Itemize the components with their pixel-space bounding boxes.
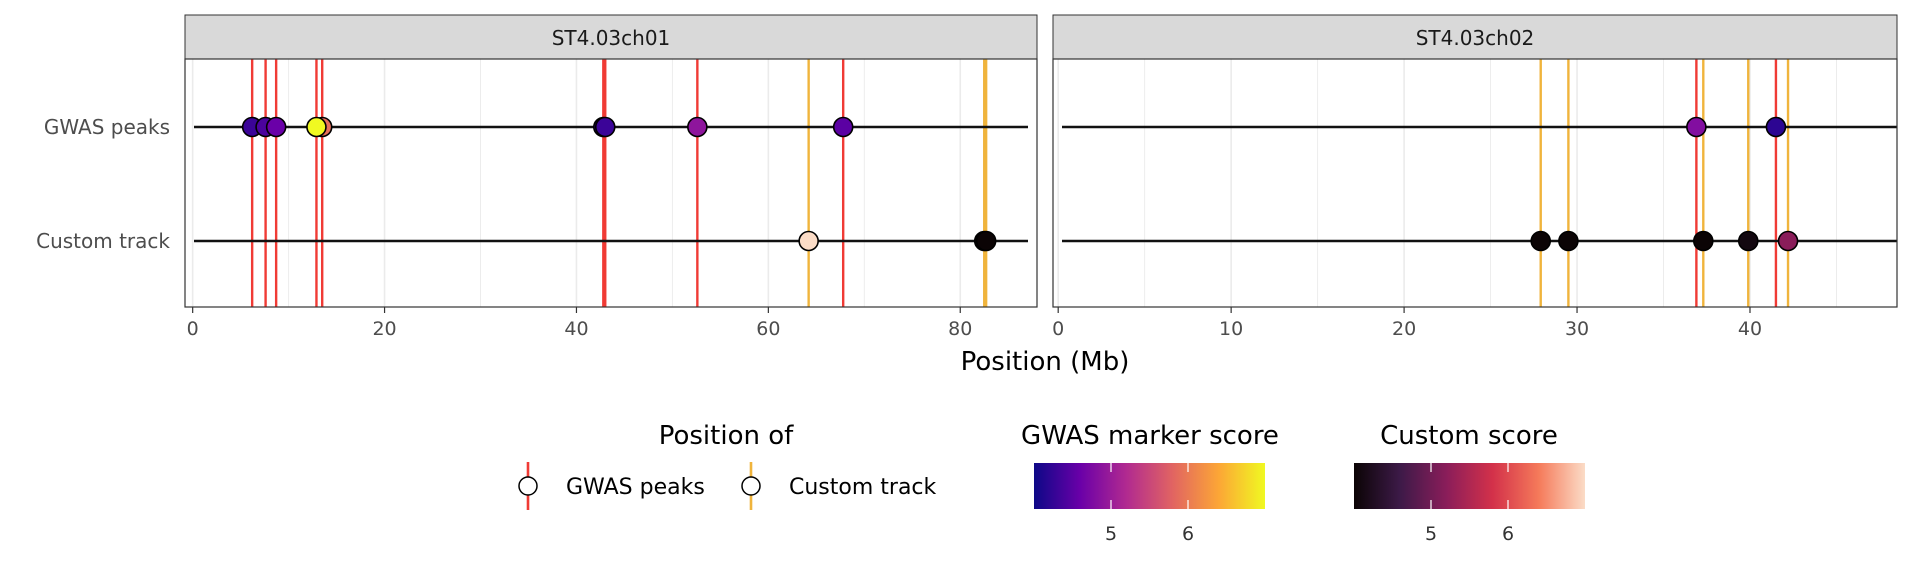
gwas-peak-point <box>832 116 854 138</box>
x-tick-label: 20 <box>372 318 396 340</box>
panel-ch01-border <box>184 58 1038 308</box>
x-tick-label: 80 <box>948 318 972 340</box>
panel-ch01-strip <box>184 14 1038 60</box>
legend-custom-score-colorbar <box>1354 463 1585 509</box>
legend-custom-label: Custom track <box>789 475 937 500</box>
colorbar-tick-label: 6 <box>1182 523 1194 545</box>
custom-track-point <box>1692 230 1714 252</box>
legend-position-title: Position of <box>659 421 794 451</box>
panel-ch01-x-axis: 0 20 40 60 80 <box>187 307 972 340</box>
gwas-peak-point <box>687 116 708 138</box>
custom-track-point <box>1777 230 1799 252</box>
legend-gwas-point-key <box>518 476 538 496</box>
x-tick-label: 0 <box>187 318 199 340</box>
custom-track-point <box>1737 230 1759 252</box>
gwas-peak-point <box>1765 116 1787 138</box>
panel-ch02-position-lines <box>1539 59 1790 307</box>
custom-track-point <box>1530 230 1552 252</box>
colorbar-tick-label: 5 <box>1425 523 1437 545</box>
panel-ch02: ST4.03ch02 0 10 20 30 40 <box>1052 14 1898 340</box>
gwas-peak-point <box>306 116 327 138</box>
legend-gwas-score-colorbar <box>1034 463 1265 509</box>
panel-ch02-title: ST4.03ch02 <box>1416 26 1535 50</box>
colorbar-tick-label: 6 <box>1502 523 1514 545</box>
panel-ch01-grid <box>191 59 962 307</box>
gwas-peak-point <box>1686 116 1707 138</box>
legend-position: Position of GWAS peaks Custom track <box>518 421 937 510</box>
legend-custom-point-key <box>741 476 761 496</box>
colorbar-tick-label: 5 <box>1105 523 1117 545</box>
gwas-peak-point <box>265 116 287 138</box>
legend-gwas-label: GWAS peaks <box>566 475 705 500</box>
panel-ch02-grid <box>1057 59 1837 307</box>
x-tick-label: 0 <box>1052 318 1064 340</box>
custom-track-point <box>798 230 819 252</box>
panel-ch02-border <box>1052 58 1898 308</box>
panel-ch02-points <box>1530 116 1799 252</box>
x-tick-label: 20 <box>1392 318 1416 340</box>
panel-ch01-points <box>241 116 997 252</box>
track-label-custom: Custom track <box>36 229 170 253</box>
x-axis-title: Position (Mb) <box>961 347 1130 377</box>
x-tick-label: 40 <box>1738 318 1762 340</box>
legend-custom-score-title: Custom score <box>1380 421 1558 451</box>
panel-ch01-title: ST4.03ch01 <box>552 26 671 50</box>
panel-ch02-x-axis: 0 10 20 30 40 <box>1052 307 1762 340</box>
x-tick-label: 10 <box>1219 318 1243 340</box>
legend-gwas-score-title: GWAS marker score <box>1021 421 1279 451</box>
panel-ch01-position-lines <box>250 59 988 307</box>
track-label-gwas: GWAS peaks <box>44 115 170 139</box>
custom-track-point <box>975 230 997 252</box>
panel-ch01: ST4.03ch01 0 20 40 60 80 <box>184 14 1038 340</box>
x-tick-label: 60 <box>756 318 780 340</box>
custom-track-point <box>1558 230 1579 252</box>
x-tick-label: 40 <box>564 318 588 340</box>
x-tick-label: 30 <box>1565 318 1589 340</box>
panel-ch02-strip <box>1052 14 1898 60</box>
gwas-peak-point <box>594 116 616 138</box>
